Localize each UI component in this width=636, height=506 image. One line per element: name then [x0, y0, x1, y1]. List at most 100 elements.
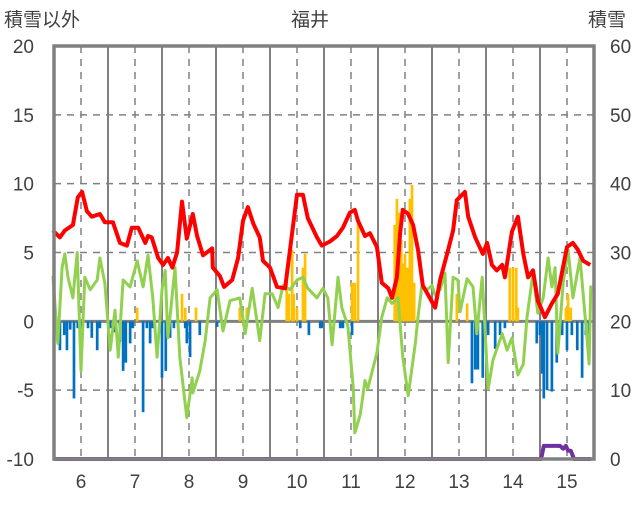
blue-bar: [481, 321, 485, 378]
bars: [52, 185, 591, 413]
blue-bar: [350, 321, 354, 336]
blue-bar: [341, 321, 345, 329]
blue-bar: [185, 321, 189, 344]
left-axis-label: 積雪以外: [4, 9, 80, 31]
y-tick-label-left: -10: [7, 450, 34, 471]
orange-bar: [516, 307, 520, 322]
blue-bar: [486, 321, 490, 336]
blue-bar: [65, 321, 69, 351]
orange-bar: [403, 253, 407, 322]
blue-bar: [318, 321, 322, 329]
x-tick-label: 7: [130, 472, 141, 493]
orange-bar: [508, 267, 512, 322]
y-tick-label-right: 50: [610, 106, 631, 127]
orange-bar: [301, 267, 305, 322]
orange-bar: [350, 282, 354, 322]
blue-bar: [540, 321, 544, 374]
blue-bar: [172, 321, 176, 329]
blue-bar: [307, 321, 311, 336]
orange-bar: [455, 293, 459, 322]
red-line: [51, 189, 592, 320]
orange-bar: [569, 307, 573, 322]
blue-bar: [575, 321, 579, 351]
orange-bar: [412, 282, 416, 322]
y-tick-label-right: 20: [610, 312, 631, 333]
orange-bar: [566, 293, 570, 322]
y-tick-label-right: 0: [610, 450, 621, 471]
blue-bar: [90, 321, 94, 338]
blue-bar: [76, 321, 80, 329]
y-tick-label-left: 10: [13, 175, 34, 196]
blue-bar: [86, 321, 90, 329]
orange-bar: [135, 307, 139, 322]
orange-bar: [564, 307, 568, 322]
plot-frame: [52, 44, 596, 461]
orange-bar: [401, 263, 405, 322]
blue-bar: [493, 321, 497, 349]
chart-title: 福井: [291, 9, 329, 31]
orange-bar: [353, 282, 357, 322]
blue-bar: [198, 321, 202, 336]
right-axis-label: 積雪: [588, 9, 626, 31]
x-tick-label: 15: [556, 472, 577, 493]
blue-bar: [542, 321, 546, 399]
blue-bar: [160, 321, 164, 378]
blue-bar: [145, 321, 149, 329]
blue-bar: [72, 321, 76, 399]
x-tick-label: 9: [238, 472, 249, 493]
y-tick-label-left: 0: [23, 312, 34, 333]
blue-bar: [121, 321, 125, 371]
x-tick-label: 12: [394, 472, 415, 493]
blue-bar: [128, 321, 132, 344]
blue-bar: [164, 321, 168, 371]
y-tick-label-left: -5: [17, 381, 34, 402]
orange-bar: [410, 185, 414, 322]
orange-bar: [356, 223, 360, 322]
blue-bar: [148, 321, 152, 344]
orange-bar: [514, 267, 518, 322]
x-tick-label: 14: [502, 472, 524, 493]
orange-bar: [465, 303, 469, 322]
orange-bar: [408, 198, 412, 322]
tick-labels: 6 7 8 9 10 11 12 13 14 1520151050-5-1060504030201…: [7, 37, 632, 493]
blue-bar: [476, 321, 480, 370]
orange-bar: [399, 240, 403, 322]
blue-bar: [473, 321, 477, 370]
orange-bar: [405, 267, 409, 322]
blue-bar: [498, 321, 502, 336]
plot-border: [52, 44, 596, 461]
gridlines: [54, 46, 594, 459]
blue-bar: [503, 321, 507, 329]
orange-bar: [511, 267, 515, 322]
y-tick-label-right: 10: [610, 381, 631, 402]
y-tick-label-right: 30: [610, 244, 631, 265]
blue-bar: [98, 321, 102, 329]
blue-bar: [545, 321, 549, 391]
blue-bar: [151, 321, 155, 329]
blue-bar: [131, 321, 135, 329]
blue-bar: [68, 321, 72, 330]
blue-bar: [183, 321, 187, 329]
blue-bar: [108, 321, 112, 329]
lines: [51, 189, 593, 461]
x-tick-label: 6: [76, 472, 87, 493]
blue-bar: [141, 321, 145, 413]
y-tick-label-right: 60: [610, 37, 631, 58]
blue-bar: [58, 321, 62, 351]
orange-bar: [238, 307, 242, 322]
green-line: [51, 248, 593, 435]
orange-bar: [183, 307, 187, 322]
blue-bar: [338, 321, 342, 329]
blue-bar: [535, 321, 539, 344]
blue-bar: [124, 321, 128, 363]
x-tick-label: 13: [448, 472, 469, 493]
blue-bar: [320, 321, 324, 329]
orange-bar: [287, 293, 291, 322]
orange-bar: [180, 293, 184, 322]
blue-bar: [565, 321, 569, 351]
x-tick-label: 10: [286, 472, 307, 493]
blue-bar: [550, 321, 554, 392]
y-tick-label-left: 20: [13, 37, 34, 58]
purple-line: [54, 443, 592, 461]
